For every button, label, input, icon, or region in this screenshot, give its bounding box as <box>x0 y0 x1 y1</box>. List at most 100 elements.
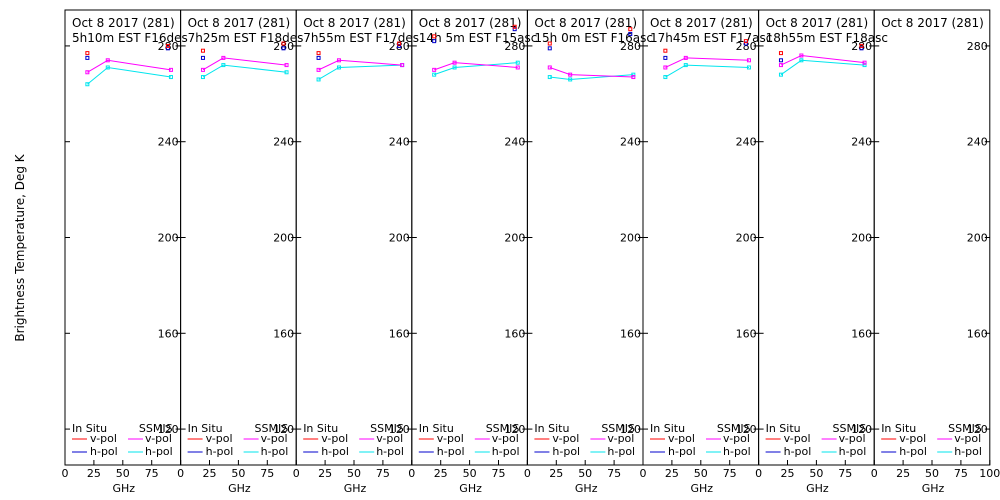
y-tick-label: 120 <box>389 423 410 436</box>
data-point <box>568 77 573 82</box>
data-point <box>515 65 520 70</box>
data-point <box>105 58 110 63</box>
data-point <box>281 41 286 46</box>
panel-1: Oct 8 2017 (281)5h10m EST F16des 120 160 20… <box>62 9 188 495</box>
panel-title-time: 15h 0m EST F16asc <box>534 31 653 45</box>
data-point <box>452 65 457 70</box>
x-axis-label: GHz <box>922 482 945 495</box>
y-tick-label: 200 <box>851 232 872 245</box>
y-tick-label: 120 <box>158 423 179 436</box>
series-insitu-h <box>316 43 402 60</box>
data-point <box>284 63 289 68</box>
data-point <box>547 65 552 70</box>
series-insitu-h <box>432 27 517 44</box>
panel-title-date: Oct 8 2017 (281) <box>188 16 291 30</box>
y-tick-label: 200 <box>620 232 641 245</box>
series-insitu-h <box>663 41 748 60</box>
data-point <box>859 46 864 51</box>
y-tick-label: 240 <box>158 136 179 149</box>
legend-label-ssmis: h-pol <box>261 445 289 458</box>
x-tick-label: 50 <box>463 467 477 480</box>
x-tick-label: 75 <box>260 467 274 480</box>
panel-title-date: Oct 8 2017 (281) <box>766 16 869 30</box>
data-point <box>746 58 751 63</box>
data-point <box>515 60 520 65</box>
data-point <box>778 58 783 63</box>
y-tick-label: 240 <box>273 136 294 149</box>
y-tick-label: 280 <box>504 40 525 53</box>
panel-title-date: Oct 8 2017 (281) <box>419 16 522 30</box>
series-line <box>434 62 518 76</box>
panel-title-time: 18h55m EST F18asc <box>766 31 888 45</box>
y-tick-label: 160 <box>389 327 410 340</box>
data-point <box>547 75 552 80</box>
series-line <box>87 66 172 85</box>
y-tick-label: 240 <box>620 136 641 149</box>
legend-label-ssmis: h-pol <box>492 445 520 458</box>
data-point <box>165 43 170 48</box>
data-point <box>316 77 321 82</box>
series-line <box>665 64 749 78</box>
data-point <box>452 60 457 65</box>
series-line <box>780 54 865 66</box>
legend-insitu-header: In Situ <box>72 422 107 435</box>
x-tick-label: 25 <box>896 467 910 480</box>
data-point <box>859 43 864 48</box>
data-point <box>400 63 405 68</box>
y-tick-label: 240 <box>504 136 525 149</box>
panel-3: Oct 8 2017 (281)7h55m EST F17des 120 160 20… <box>293 9 419 495</box>
y-tick-label: 120 <box>620 423 641 436</box>
x-axis-label: GHz <box>806 482 829 495</box>
x-tick-label: 25 <box>781 467 795 480</box>
panel-title-date: Oct 8 2017 (281) <box>534 16 637 30</box>
panel-title-date: Oct 8 2017 (281) <box>881 16 984 30</box>
data-point <box>432 39 437 44</box>
x-tick-label: 25 <box>203 467 217 480</box>
x-tick-label: 75 <box>145 467 159 480</box>
series-line <box>202 57 287 71</box>
series-insitu-v <box>663 39 748 53</box>
y-tick-label: 160 <box>273 327 294 340</box>
series-insitu-h <box>547 31 633 51</box>
panel-2: Oct 8 2017 (281)7h25m EST F18des 120 160 20… <box>177 9 303 495</box>
y-tick-label: 200 <box>504 232 525 245</box>
data-point <box>281 46 286 51</box>
data-point <box>547 41 552 46</box>
x-tick-label: 50 <box>578 467 592 480</box>
legend-label-insitu: v-pol <box>437 432 464 445</box>
panel-4: Oct 8 2017 (281)14h 5m EST F15asc 120 160 2… <box>408 9 537 495</box>
legend-label-insitu: v-pol <box>784 432 811 445</box>
series-insitu-v <box>778 43 864 56</box>
series-line <box>318 59 403 71</box>
data-point <box>168 75 173 80</box>
data-point <box>778 72 783 77</box>
y-tick-label: 120 <box>273 423 294 436</box>
series-insitu-h <box>200 46 286 60</box>
panel-title-time: 5h10m EST F16des <box>72 31 188 45</box>
x-tick-label: 50 <box>347 467 361 480</box>
series-line <box>665 57 749 68</box>
y-tick-label: 280 <box>736 40 757 53</box>
data-point <box>743 41 748 46</box>
legend-label-ssmis: v-pol <box>723 432 750 445</box>
y-tick-label: 160 <box>851 327 872 340</box>
x-tick-label: 50 <box>116 467 130 480</box>
data-point <box>568 72 573 77</box>
data-point <box>165 46 170 51</box>
data-point <box>631 72 636 77</box>
legend-label-insitu: h-pol <box>437 445 465 458</box>
panel-title-date: Oct 8 2017 (281) <box>303 16 406 30</box>
legend-label-insitu: h-pol <box>668 445 696 458</box>
series-ssmis-h <box>778 58 867 77</box>
legend-label-insitu: v-pol <box>668 432 695 445</box>
x-tick-label: 75 <box>607 467 621 480</box>
data-point <box>432 72 437 77</box>
data-point <box>316 67 321 72</box>
data-point <box>316 55 321 60</box>
legend-insitu-header: In Situ <box>303 422 338 435</box>
series-ssmis-v <box>432 60 520 72</box>
legend-label-insitu: h-pol <box>552 445 580 458</box>
y-tick-label: 160 <box>620 327 641 340</box>
